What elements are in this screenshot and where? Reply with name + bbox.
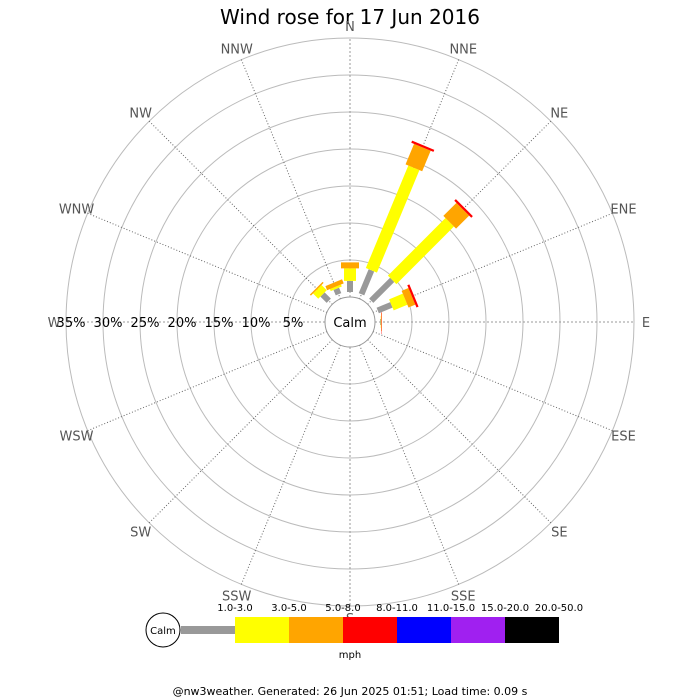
spoke-NW bbox=[148, 120, 333, 305]
wind-bars bbox=[309, 140, 473, 334]
spoke-SSE bbox=[359, 344, 460, 585]
bar-NE-8.0-11.0 bbox=[454, 199, 473, 218]
bar-NW-5.0-8.0 bbox=[309, 281, 324, 296]
direction-label-E: E bbox=[642, 316, 650, 331]
bar-NE-1.0-3.0 bbox=[369, 277, 395, 303]
bar-NW-1.0-3.0 bbox=[320, 292, 331, 303]
ring-label-20%: 20% bbox=[168, 316, 197, 331]
direction-label-WSW: WSW bbox=[60, 429, 94, 444]
legend-swatch-8.0-11.0 bbox=[343, 617, 397, 643]
spoke-ESE bbox=[372, 331, 613, 432]
legend-swatch-5.0-8.0 bbox=[289, 617, 343, 643]
ring-label-35%: 35% bbox=[57, 316, 86, 331]
legend-calm-circle bbox=[145, 612, 181, 648]
ring-label-30%: 30% bbox=[94, 316, 123, 331]
bar-NNW-5.0-8.0 bbox=[325, 279, 344, 291]
legend-swatch-20.0-50.0 bbox=[505, 617, 559, 643]
calm-circle: Calm bbox=[324, 296, 376, 348]
legend-swatch-1.0-3.0 bbox=[181, 626, 235, 634]
footer-text: @nw3weather. Generated: 26 Jun 2025 01:5… bbox=[173, 685, 528, 698]
direction-label-SE: SE bbox=[551, 525, 567, 540]
legend-unit-label: mph bbox=[339, 650, 361, 661]
spoke-SE bbox=[367, 339, 552, 524]
bar-extra-ENE-3.0-5.0 bbox=[389, 293, 408, 311]
bar-extra-ENE-5.0-8.0 bbox=[401, 288, 416, 308]
bar-NNE-5.0-8.0 bbox=[405, 143, 431, 172]
spoke-ENE bbox=[372, 212, 613, 313]
direction-label-NNW: NNW bbox=[221, 43, 253, 58]
bar-extra-ENE-8.0-11.0 bbox=[407, 284, 419, 308]
direction-label-ESE: ESE bbox=[611, 429, 636, 444]
direction-label-W: W bbox=[48, 316, 61, 331]
bar-NNE-1.0-3.0 bbox=[358, 269, 375, 296]
direction-label-ENE: ENE bbox=[610, 203, 636, 218]
legend-swatch-11.0-15.0 bbox=[397, 617, 451, 643]
legend-label-20.0-50.0: 20.0-50.0 bbox=[535, 603, 583, 614]
legend-label-11.0-15.0: 11.0-15.0 bbox=[427, 603, 475, 614]
spoke-NNW bbox=[240, 59, 341, 300]
bar-NNE-3.0-5.0 bbox=[365, 165, 420, 273]
ring-label-25%: 25% bbox=[131, 316, 160, 331]
legend-swatch-3.0-5.0 bbox=[235, 617, 289, 643]
ring-15% bbox=[213, 185, 487, 459]
chart-title: Wind rose for 17 Jun 2016 bbox=[220, 5, 480, 29]
legend-label-1.0-3.0: 1.0-3.0 bbox=[217, 603, 252, 614]
direction-label-NE: NE bbox=[550, 107, 568, 122]
ring-label-10%: 10% bbox=[242, 316, 271, 331]
legend-swatch-15.0-20.0 bbox=[451, 617, 505, 643]
legend-label-15.0-20.0: 15.0-20.0 bbox=[481, 603, 529, 614]
direction-label-WNW: WNW bbox=[59, 203, 95, 218]
speed-legend: Calm 1.0-3.0 3.0-5.0 5.0-8.0 8.0-11.0 11.0-1… bbox=[145, 603, 583, 661]
direction-label-SW: SW bbox=[130, 525, 151, 540]
bar-NE-3.0-5.0 bbox=[387, 218, 454, 285]
legend-label-8.0-11.0: 8.0-11.0 bbox=[376, 603, 418, 614]
direction-labels: NNNENEENEEESESESSESSSWSWWSWWWNWNWNNW bbox=[48, 20, 651, 627]
ring-labels: 5% 10% 15% 20% 25% 30% 35% bbox=[57, 316, 304, 331]
bar-extra-ENE-1.0-3.0 bbox=[376, 302, 393, 314]
legend-calm-label: Calm bbox=[150, 626, 176, 637]
spoke-WSW bbox=[87, 331, 328, 432]
ring-35% bbox=[65, 37, 635, 607]
spoke-SW bbox=[148, 339, 333, 524]
direction-label-N: N bbox=[345, 20, 355, 35]
calm-label: Calm bbox=[333, 316, 366, 331]
legend-label-3.0-5.0: 3.0-5.0 bbox=[271, 603, 306, 614]
legend-label-5.0-8.0: 5.0-8.0 bbox=[325, 603, 360, 614]
bar-NE-5.0-8.0 bbox=[443, 202, 470, 229]
bar-NNW-1.0-3.0 bbox=[333, 287, 342, 296]
direction-label-SSW: SSW bbox=[222, 589, 252, 604]
bar-NW-3.0-5.0 bbox=[313, 285, 327, 299]
ring-label-5%: 5% bbox=[283, 316, 304, 331]
legend-bins: 1.0-3.0 3.0-5.0 5.0-8.0 8.0-11.0 11.0-15.0 15… bbox=[181, 603, 583, 643]
ring-label-15%: 15% bbox=[205, 316, 234, 331]
direction-label-NNE: NNE bbox=[449, 43, 477, 58]
calm-circle-shape bbox=[324, 296, 376, 348]
spoke-SSW bbox=[240, 344, 341, 585]
bar-NNE-8.0-11.0 bbox=[411, 140, 435, 152]
spoke-WNW bbox=[87, 212, 328, 313]
direction-label-NW: NW bbox=[129, 107, 152, 122]
direction-label-SSE: SSE bbox=[451, 589, 476, 604]
bar-NNW-3.0-5.0 bbox=[329, 284, 342, 292]
